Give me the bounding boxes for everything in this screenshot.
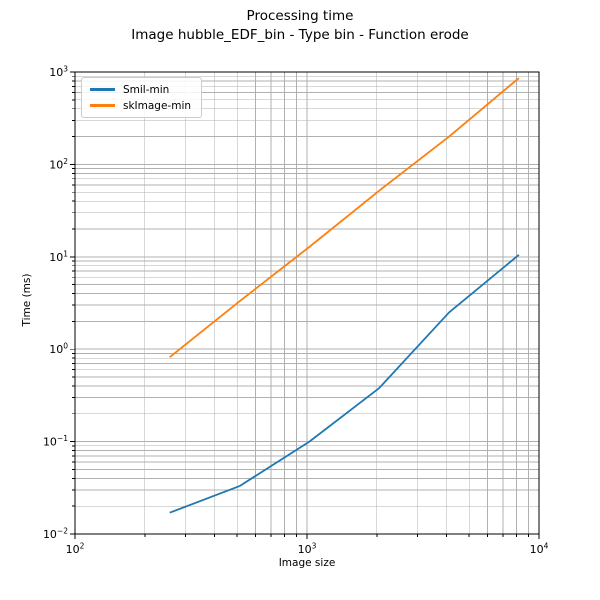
legend: Smil-min skImage-min bbox=[81, 77, 203, 118]
legend-line-sample bbox=[90, 88, 115, 91]
x-axis-label: Image size bbox=[278, 557, 336, 569]
chart-subtitle: Image hubble_EDF_bin - Type bin - Functi… bbox=[131, 27, 469, 43]
legend-line-sample bbox=[90, 104, 115, 107]
chart-title: Processing time bbox=[246, 8, 354, 24]
tick-labels: 102 103 104 10−2 10−1 100 101 102 103 bbox=[43, 65, 549, 557]
y-tick-label-1e-1: 10−1 bbox=[43, 434, 68, 449]
legend-label: Smil-min bbox=[123, 83, 170, 96]
y-tick-label-1e1: 101 bbox=[49, 249, 68, 264]
legend-label: skImage-min bbox=[123, 99, 192, 112]
legend-item: Smil-min bbox=[90, 83, 191, 96]
axes-spines bbox=[74, 71, 540, 535]
series-line-skImage-min bbox=[169, 77, 520, 358]
chart-title-block: Processing time Image hubble_EDF_bin - T… bbox=[0, 7, 600, 45]
x-tick-label-1e2: 102 bbox=[66, 542, 85, 557]
series-line-Smil-min bbox=[169, 254, 520, 514]
legend-item: skImage-min bbox=[90, 99, 191, 112]
y-tick-label-1e0: 100 bbox=[49, 342, 68, 357]
y-tick-label-1e-2: 10−2 bbox=[43, 527, 68, 542]
y-tick-label-1e3: 103 bbox=[49, 65, 68, 80]
x-tick-label-1e4: 104 bbox=[530, 542, 549, 557]
y-axis-label: Time (ms) bbox=[21, 273, 33, 327]
gridlines bbox=[74, 71, 540, 535]
y-tick-label-1e2: 102 bbox=[49, 157, 68, 172]
x-tick-label-1e3: 103 bbox=[298, 542, 317, 557]
